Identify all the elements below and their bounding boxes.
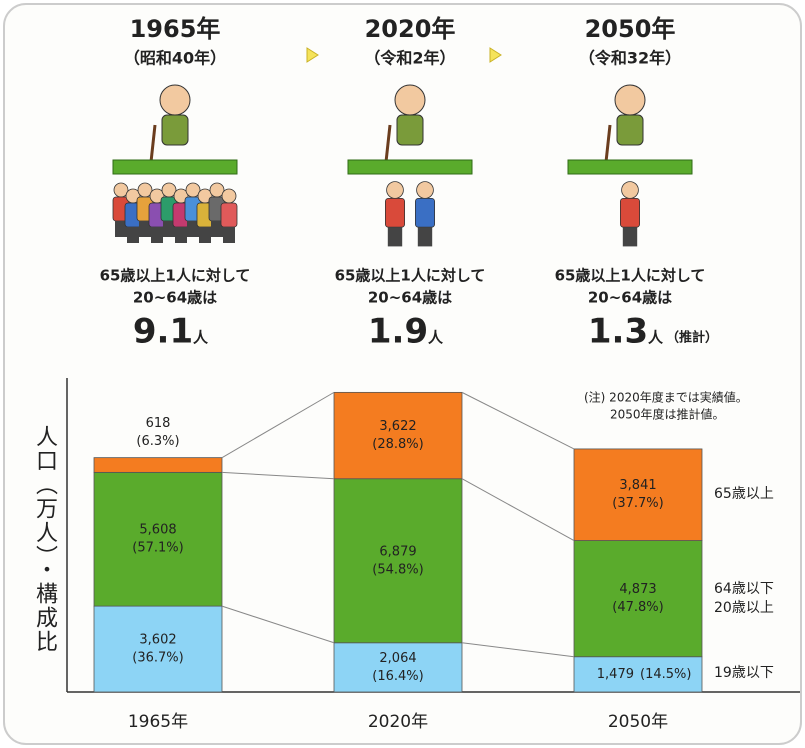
person-legs — [127, 227, 139, 243]
ratio-line1: 65歳以上1人に対して — [555, 267, 706, 285]
connector — [461, 391, 575, 450]
bar-segment — [93, 457, 223, 473]
cane — [384, 124, 392, 163]
percent-label: (14.5%) — [640, 667, 691, 682]
ratio-unit: 人 — [193, 329, 209, 347]
era: （令和32年） — [579, 49, 681, 68]
cane — [149, 124, 157, 163]
person-head — [386, 181, 404, 199]
bar-segment — [333, 642, 463, 693]
value-label: 3,841 — [619, 478, 656, 493]
elder-body — [616, 114, 644, 146]
value-label: 6,879 — [379, 544, 416, 559]
ratio: 1.3 — [588, 312, 648, 352]
bar-segment — [573, 656, 703, 693]
value-label: 3,602 — [139, 633, 176, 648]
legend-label: 19歳以下 — [714, 665, 774, 682]
person-body — [620, 197, 641, 228]
year: 2020年 — [365, 15, 456, 43]
connector — [221, 471, 335, 480]
note: 2050年度は推計値。 — [610, 407, 725, 422]
note: (注) 2020年度までは実績値。 — [584, 390, 748, 405]
connector — [221, 605, 335, 644]
cane — [604, 124, 612, 163]
ratio-line2: 20~64歳は — [133, 289, 217, 307]
person-body — [384, 197, 405, 228]
value-label: 1,479 — [597, 667, 634, 682]
ratio-line1: 65歳以上1人に対して — [335, 267, 486, 285]
connector — [461, 478, 575, 541]
ratio-unit: 人 — [648, 329, 664, 347]
value-label: 2,064 — [379, 651, 416, 666]
percent-label: (16.4%) — [372, 669, 423, 684]
elder-head — [614, 84, 646, 116]
person-head — [621, 181, 639, 199]
arrow — [489, 47, 502, 63]
ratio: 1.9 — [368, 312, 428, 352]
elder-head — [159, 84, 191, 116]
value-label: 3,622 — [379, 419, 416, 434]
percent-label: (47.8%) — [612, 600, 663, 615]
x-tick-label: 1965年 — [128, 712, 188, 732]
era: （令和2年） — [364, 49, 455, 68]
bar-segment — [333, 478, 463, 644]
x-tick-label: 2050年 — [608, 712, 668, 732]
year: 2050年 — [585, 15, 676, 43]
person-legs — [163, 221, 175, 237]
person-legs — [387, 227, 403, 247]
person-legs — [622, 227, 638, 247]
bar-segment — [333, 391, 463, 480]
person-body — [414, 197, 435, 228]
value-label: 4,873 — [619, 582, 656, 597]
person-legs — [151, 227, 163, 243]
value-label: 5,608 — [139, 523, 176, 538]
bar-segment — [93, 605, 223, 693]
percent-label: (54.8%) — [372, 562, 423, 577]
legend-label: 65歳以上 — [714, 485, 774, 502]
person-legs — [175, 227, 187, 243]
person-legs — [199, 227, 211, 243]
value-label: 618 — [146, 416, 171, 431]
percent-label: (37.7%) — [612, 496, 663, 511]
ratio-line1: 65歳以上1人に対して — [100, 267, 251, 285]
person-legs — [139, 221, 151, 237]
board — [567, 159, 693, 175]
percent-label: (6.3%) — [136, 434, 179, 449]
elder-head — [394, 84, 426, 116]
ratio: 9.1 — [133, 312, 193, 352]
ratio-unit: 人 — [428, 329, 444, 347]
person-body — [220, 202, 238, 228]
ratio-line2: 20~64歳は — [368, 289, 452, 307]
ratio-line2: 20~64歳は — [588, 289, 672, 307]
percent-label: (36.7%) — [132, 651, 183, 666]
connector — [461, 642, 575, 658]
person-legs — [223, 227, 235, 243]
elder-body — [161, 114, 189, 146]
era: （昭和40年） — [124, 49, 226, 68]
bar-segment — [573, 540, 703, 658]
person-legs — [115, 221, 127, 237]
arrow — [306, 47, 319, 63]
y-axis-label: 人口（万人）・構成比 — [32, 425, 57, 654]
elder-body — [396, 114, 424, 146]
year: 1965年 — [130, 15, 221, 43]
person-head — [221, 188, 237, 204]
connector — [221, 391, 335, 459]
person-legs — [211, 221, 223, 237]
percent-label: (28.8%) — [372, 437, 423, 452]
board — [112, 159, 238, 175]
x-tick-label: 2020年 — [368, 712, 428, 732]
percent-label: (57.1%) — [132, 541, 183, 556]
legend-label: 64歳以下 20歳以上 — [714, 580, 774, 616]
bar-segment — [573, 448, 703, 541]
bar-segment — [93, 471, 223, 607]
person-legs — [417, 227, 433, 247]
person-head — [416, 181, 434, 199]
person-legs — [187, 221, 199, 237]
board — [347, 159, 473, 175]
ratio-note: （推計） — [666, 330, 718, 346]
